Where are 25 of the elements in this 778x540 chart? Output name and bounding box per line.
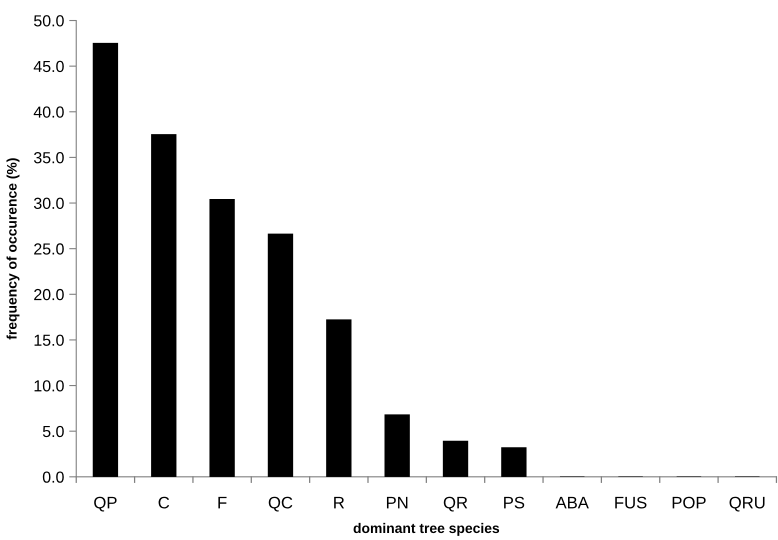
y-tick-label: 10.0: [34, 380, 64, 392]
x-tick-label: PN: [386, 496, 408, 508]
x-tick-label: C: [158, 496, 170, 509]
y-tick-label: 20.0: [34, 288, 64, 300]
y-tick-label: 25.0: [34, 243, 64, 255]
x-tick-label: FUS: [615, 496, 646, 509]
y-tick-label: 40.0: [34, 106, 64, 118]
x-tick-label: POP: [672, 496, 706, 509]
x-tick-label: QR: [444, 496, 468, 512]
y-tick-label: 5.0: [42, 426, 64, 438]
y-axis-title: frequency of occurence (%): [6, 158, 20, 340]
x-tick-label: QRU: [730, 496, 764, 512]
x-tick-label: ABA: [556, 496, 589, 508]
x-tick-label: QP: [94, 496, 117, 512]
y-tick-label: 35.0: [34, 152, 64, 164]
x-tick-label: R: [334, 496, 344, 508]
x-tick-label: F: [218, 496, 227, 508]
y-tick-label: 30.0: [34, 198, 64, 209]
y-tick-label: 45.0: [34, 60, 64, 72]
y-tick-label: 50.0: [34, 15, 64, 26]
y-tick-label: 0.0: [42, 471, 64, 483]
x-axis-title: dominant tree species: [354, 522, 500, 536]
y-tick-label: 15.0: [34, 334, 64, 346]
x-tick-label: PS: [504, 496, 524, 509]
x-tick-label: QC: [268, 496, 292, 512]
